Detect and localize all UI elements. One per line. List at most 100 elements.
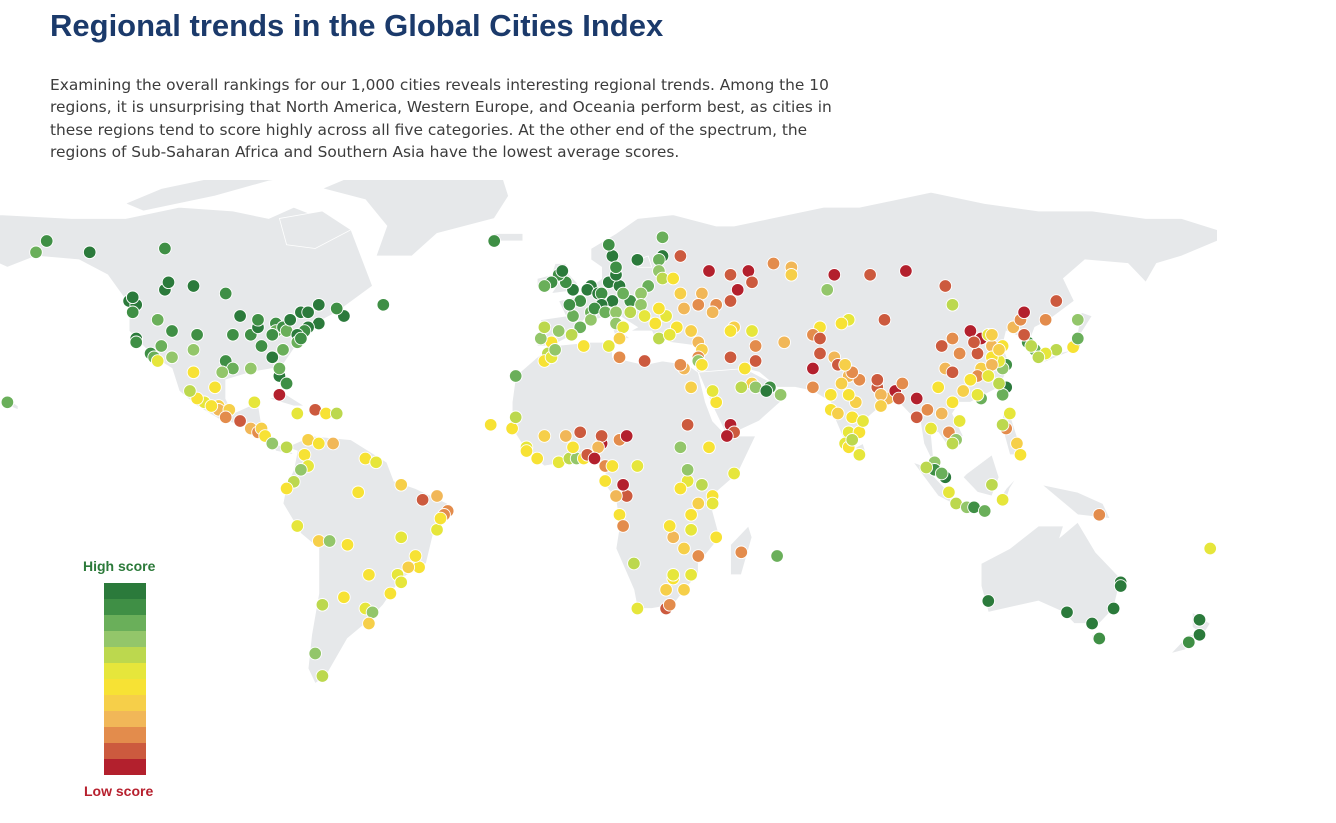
city-marker: [856, 414, 870, 428]
city-marker: [666, 568, 680, 582]
city-marker: [956, 384, 970, 398]
land-baffin: [278, 210, 352, 249]
city-marker: [1092, 631, 1107, 646]
legend-swatch: [104, 583, 146, 599]
city-marker: [934, 406, 949, 421]
city-marker: [150, 354, 165, 368]
city-marker: [745, 275, 759, 290]
city-marker: [985, 358, 999, 372]
city-marker: [741, 264, 756, 278]
city-marker: [265, 436, 280, 451]
legend-swatch: [104, 679, 146, 695]
city-marker: [605, 459, 620, 473]
city-marker: [190, 328, 204, 342]
city-marker: [813, 331, 827, 346]
city-marker: [673, 440, 688, 455]
city-marker: [602, 238, 616, 252]
city-marker: [945, 395, 960, 410]
city-marker: [186, 343, 201, 357]
city-marker: [244, 361, 258, 376]
city-marker: [150, 313, 165, 327]
city-marker: [666, 530, 680, 545]
city-marker: [1038, 313, 1053, 327]
city-marker: [630, 253, 645, 267]
city-marker: [684, 508, 698, 522]
city-marker: [430, 489, 444, 503]
legend-swatch: [104, 663, 146, 679]
city-marker: [813, 346, 827, 361]
city-marker: [892, 391, 906, 406]
city-marker: [265, 350, 280, 365]
city-marker: [1049, 294, 1064, 308]
city-marker: [662, 328, 677, 342]
city-marker: [1113, 579, 1128, 593]
city-marker: [312, 298, 326, 312]
city-marker: [616, 478, 630, 492]
city-marker: [329, 301, 344, 316]
city-marker: [677, 301, 691, 316]
city-marker: [841, 388, 856, 402]
city-marker: [290, 406, 305, 421]
city-marker: [1010, 436, 1024, 451]
city-marker: [705, 305, 720, 320]
city-marker: [351, 485, 365, 500]
legend-swatch: [104, 727, 146, 743]
city-marker: [705, 384, 720, 398]
city-marker: [662, 519, 677, 533]
legend-swatch: [104, 743, 146, 759]
city-marker: [684, 523, 698, 537]
city-marker: [673, 286, 688, 301]
city-marker: [294, 331, 308, 346]
city-marker: [612, 350, 627, 365]
city-marker: [383, 586, 398, 601]
legend-high-label: High score: [83, 558, 156, 574]
city-marker: [723, 268, 738, 282]
city-marker: [362, 568, 376, 582]
city-marker: [673, 249, 688, 263]
city-marker: [369, 455, 383, 470]
city-marker: [394, 575, 408, 590]
city-marker: [870, 373, 885, 387]
city-marker: [1106, 601, 1121, 616]
world-map: [0, 180, 1218, 685]
city-marker: [659, 583, 673, 597]
city-marker: [294, 463, 308, 477]
city-marker: [827, 268, 842, 282]
city-marker: [0, 395, 15, 410]
city-marker: [730, 283, 745, 297]
city-marker: [995, 388, 1010, 402]
city-marker: [308, 646, 322, 661]
city-marker: [326, 436, 340, 451]
city-marker: [254, 339, 269, 353]
city-marker: [702, 440, 716, 455]
legend-swatch: [104, 711, 146, 727]
city-marker: [233, 309, 247, 323]
city-marker: [945, 331, 960, 346]
city-marker: [394, 478, 408, 492]
city-marker: [537, 320, 552, 335]
city-marker: [759, 384, 774, 398]
city-marker: [204, 399, 219, 413]
city-marker: [677, 583, 691, 597]
city-marker: [634, 298, 648, 312]
city-marker: [594, 286, 609, 301]
city-marker: [226, 328, 240, 342]
legend-swatch: [104, 695, 146, 711]
city-marker: [766, 256, 781, 271]
city-marker: [652, 301, 666, 316]
city-marker: [648, 316, 663, 331]
city-marker: [834, 316, 849, 331]
city-marker: [1071, 313, 1085, 327]
land-south-america: [282, 435, 449, 685]
city-marker: [630, 601, 645, 616]
city-marker: [165, 350, 179, 365]
city-marker: [508, 410, 523, 425]
city-marker: [218, 286, 233, 301]
land-masses: [0, 180, 1218, 685]
city-marker: [251, 313, 265, 327]
city-marker: [934, 339, 949, 353]
city-marker: [247, 395, 262, 410]
city-marker: [279, 440, 294, 455]
city-marker: [39, 234, 54, 248]
city-marker: [559, 429, 573, 443]
